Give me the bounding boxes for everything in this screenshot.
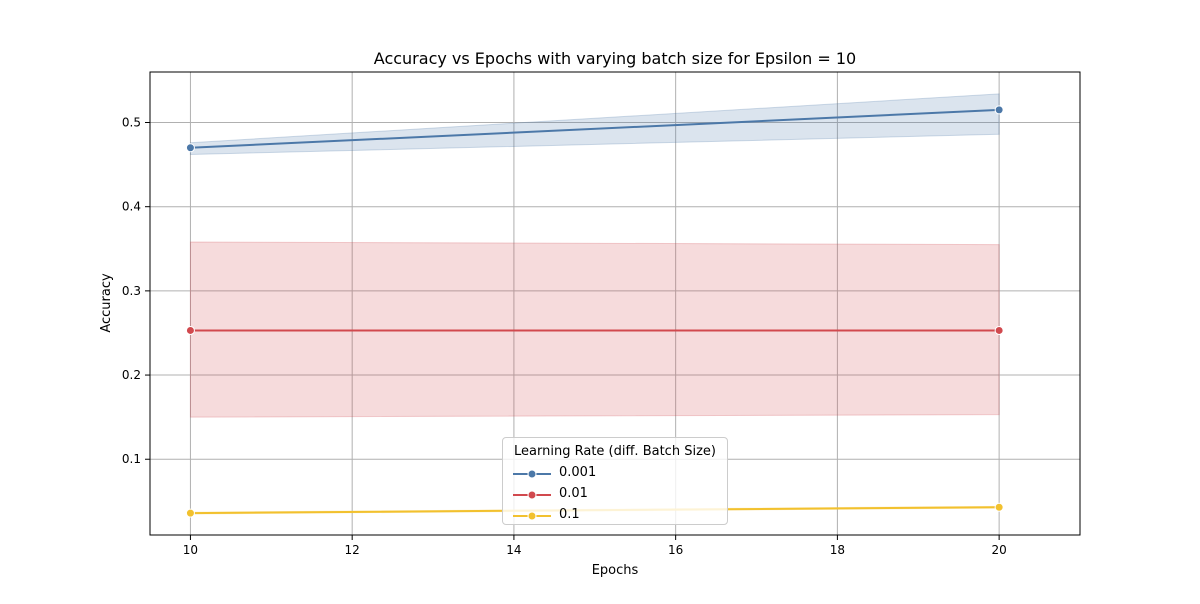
- legend-entry-0.01: 0.01: [503, 485, 727, 505]
- y-tick-label-0.4: 0.4: [122, 200, 141, 214]
- y-tick-label-0.5: 0.5: [122, 116, 141, 130]
- y-axis-label: Accuracy: [99, 273, 114, 333]
- y-tick-label-0.2: 0.2: [122, 368, 141, 382]
- x-tick-label-16: 16: [668, 543, 683, 557]
- series-line-0.001: [190, 108, 1000, 149]
- legend-swatch-0.1: [513, 511, 551, 521]
- legend-label-0.1: 0.1: [559, 507, 580, 522]
- legend-label-0.001: 0.001: [559, 465, 597, 480]
- x-tick-label-18: 18: [830, 543, 845, 557]
- legend-entry-0.001: 0.001: [503, 464, 727, 484]
- data-point-0.1-20: [994, 502, 1004, 512]
- x-tick-label-14: 14: [506, 543, 521, 557]
- data-point-0.01-20: [994, 325, 1004, 335]
- data-point-0.1-10: [185, 508, 195, 518]
- legend-swatch-0.01: [513, 490, 551, 500]
- chart-title: Accuracy vs Epochs with varying batch si…: [374, 49, 856, 68]
- x-tick-label-12: 12: [345, 543, 360, 557]
- legend-title: Learning Rate (diff. Batch Size): [514, 444, 716, 459]
- x-axis-label: Epochs: [592, 563, 639, 578]
- confidence-band-0.001: [189, 93, 1000, 156]
- grid-layer: [150, 72, 1080, 535]
- x-tick-label-10: 10: [183, 543, 198, 557]
- data-point-0.001-10: [185, 143, 195, 153]
- y-tick-label-0.3: 0.3: [122, 284, 141, 298]
- legend-label-0.01: 0.01: [559, 486, 588, 501]
- data-point-0.01-10: [185, 325, 195, 335]
- legend-entry-0.1: 0.1: [503, 506, 727, 526]
- axes: 10 12 14 16 18 20 0.1 0.2 0.3 0.4 0.5: [122, 71, 1081, 557]
- plot-frame: [149, 71, 1081, 536]
- y-tick-label-0.1: 0.1: [122, 452, 141, 466]
- data-point-0.001-20: [994, 105, 1004, 115]
- x-tick-label-20: 20: [991, 543, 1006, 557]
- legend-swatch-0.001: [513, 469, 551, 479]
- legend: Learning Rate (diff. Batch Size) 0.001 0…: [502, 437, 728, 525]
